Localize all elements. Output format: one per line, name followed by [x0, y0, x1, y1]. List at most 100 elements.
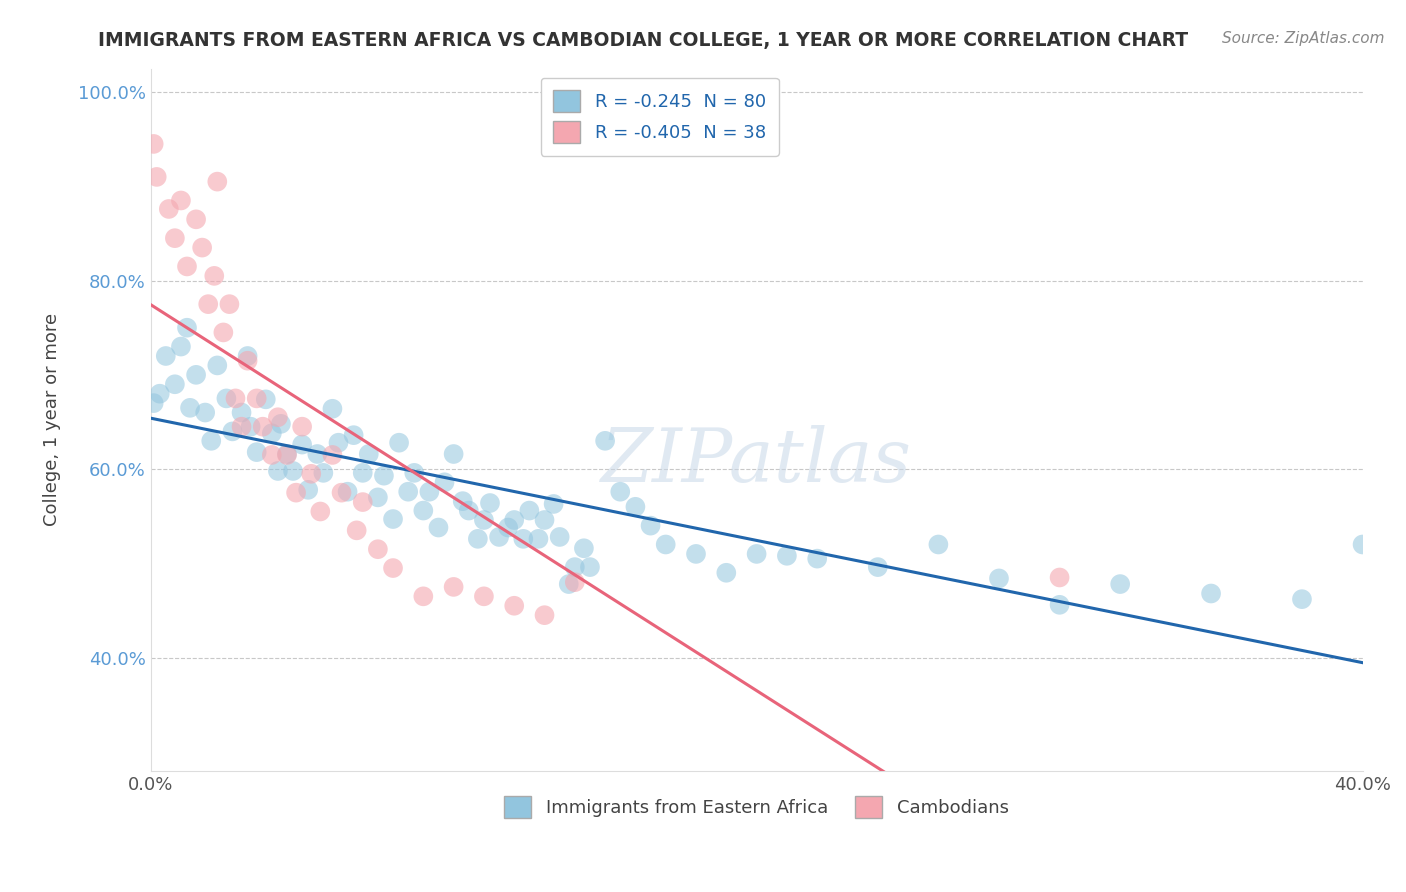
Point — [1109, 577, 1132, 591]
Point — [624, 500, 647, 514]
Point — [472, 513, 495, 527]
Point — [548, 530, 571, 544]
Point — [443, 580, 465, 594]
Point — [866, 560, 889, 574]
Point — [367, 491, 389, 505]
Point — [191, 241, 214, 255]
Point — [496, 520, 519, 534]
Point — [503, 513, 526, 527]
Point — [155, 349, 177, 363]
Point — [330, 485, 353, 500]
Text: ZIPatlas: ZIPatlas — [602, 425, 912, 498]
Point — [346, 524, 368, 538]
Point — [443, 447, 465, 461]
Point — [412, 590, 434, 604]
Point — [373, 468, 395, 483]
Point — [194, 405, 217, 419]
Point — [239, 419, 262, 434]
Point — [291, 419, 314, 434]
Point — [478, 496, 501, 510]
Point — [170, 194, 193, 208]
Point — [533, 513, 555, 527]
Point — [236, 353, 259, 368]
Point — [609, 484, 631, 499]
Point — [412, 503, 434, 517]
Point — [343, 428, 366, 442]
Point — [357, 447, 380, 461]
Point — [212, 326, 235, 340]
Point — [299, 467, 322, 481]
Point — [163, 377, 186, 392]
Point — [184, 368, 207, 382]
Point — [527, 532, 550, 546]
Point — [149, 386, 172, 401]
Point — [246, 392, 269, 406]
Point — [309, 504, 332, 518]
Text: Source: ZipAtlas.com: Source: ZipAtlas.com — [1222, 31, 1385, 46]
Point — [215, 392, 238, 406]
Point — [236, 349, 259, 363]
Point — [184, 212, 207, 227]
Point — [145, 169, 167, 184]
Point — [281, 464, 304, 478]
Point — [512, 532, 534, 546]
Point — [776, 549, 799, 563]
Point — [276, 448, 298, 462]
Point — [267, 410, 290, 425]
Point — [404, 466, 426, 480]
Point — [224, 392, 246, 406]
Point — [488, 530, 510, 544]
Point — [207, 359, 229, 373]
Text: IMMIGRANTS FROM EASTERN AFRICA VS CAMBODIAN COLLEGE, 1 YEAR OR MORE CORRELATION : IMMIGRANTS FROM EASTERN AFRICA VS CAMBOD… — [98, 31, 1188, 50]
Point — [433, 475, 456, 490]
Point — [988, 571, 1011, 585]
Point — [564, 575, 586, 590]
Point — [207, 175, 229, 189]
Point — [254, 392, 277, 407]
Point — [716, 566, 738, 580]
Point — [176, 320, 198, 334]
Point — [1049, 598, 1071, 612]
Point — [285, 485, 308, 500]
Point — [142, 136, 165, 151]
Point — [231, 405, 253, 419]
Point — [367, 542, 389, 557]
Point — [142, 396, 165, 410]
Point — [352, 466, 374, 480]
Point — [427, 520, 450, 534]
Point — [457, 503, 479, 517]
Point — [564, 560, 586, 574]
Point — [276, 447, 298, 461]
Point — [503, 599, 526, 613]
Point — [352, 495, 374, 509]
Point — [291, 437, 314, 451]
Point — [200, 434, 222, 448]
Point — [382, 561, 405, 575]
Point — [307, 447, 329, 461]
Point — [1049, 570, 1071, 584]
Point — [163, 231, 186, 245]
Point — [176, 260, 198, 274]
Point — [221, 425, 243, 439]
Point — [170, 340, 193, 354]
Point — [336, 484, 359, 499]
Point — [1351, 537, 1374, 551]
Point — [321, 448, 343, 462]
Point — [396, 484, 419, 499]
Point — [157, 202, 180, 216]
Y-axis label: College, 1 year or more: College, 1 year or more — [44, 313, 60, 526]
Point — [328, 435, 350, 450]
Point — [472, 590, 495, 604]
Point — [467, 532, 489, 546]
Point — [260, 426, 283, 441]
Point — [927, 537, 949, 551]
Point — [231, 419, 253, 434]
Point — [418, 484, 440, 499]
Point — [382, 512, 405, 526]
Point — [579, 560, 602, 574]
Point — [558, 577, 581, 591]
Point — [297, 483, 319, 497]
Point — [654, 537, 676, 551]
Legend: Immigrants from Eastern Africa, Cambodians: Immigrants from Eastern Africa, Cambodia… — [498, 789, 1017, 825]
Point — [451, 494, 474, 508]
